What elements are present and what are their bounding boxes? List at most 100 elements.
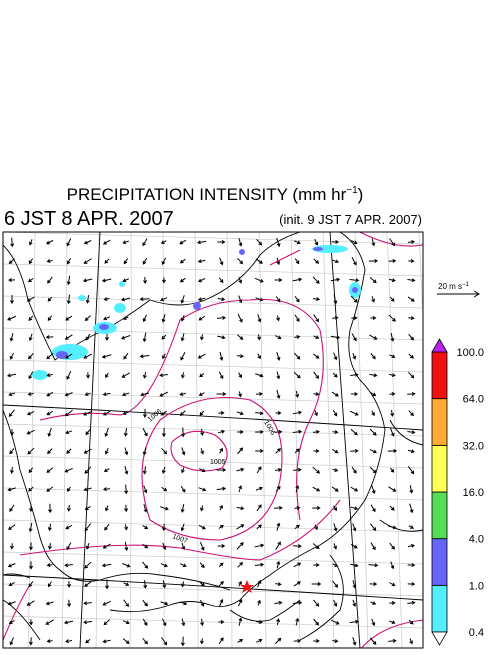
wind-arrow [295,390,300,398]
wind-arrow [369,523,377,532]
wind-arrow [199,581,205,587]
grid-line [3,232,423,245]
wind-arrow [123,352,129,360]
wind-arrow [331,240,340,245]
wind-arrow [124,484,129,495]
wind-arrow [102,239,111,245]
map-area: 1006 1006 1005 1007 [3,232,423,648]
wind-arrow [219,598,224,607]
wind-arrow [370,316,377,320]
valid-time: 6 JST 8 APR. 2007 [4,208,174,230]
wind-arrow [47,315,53,322]
wind-arrow [293,544,302,549]
wind-arrow [124,504,129,513]
wind-arrow [218,411,225,415]
grid-line [3,455,423,469]
wind-arrow [102,410,111,416]
wind-arrow [47,448,53,455]
wind-arrow [123,258,129,265]
colorbar-label: 16.0 [463,487,484,499]
wind-arrow [64,467,73,473]
wind-arrow [257,314,262,323]
wind-arrow [28,239,33,246]
wind-arrow [121,392,130,397]
wind-arrow [369,637,377,645]
wind-arrow [216,486,227,491]
wind-arrow [369,428,377,436]
wind-arrow [47,296,53,302]
wind-arrow [46,373,53,378]
wind-arrow [198,278,206,283]
wind-arrow [123,428,128,437]
wind-arrow [159,373,168,378]
wind-arrow [313,599,320,607]
wind-arrow [312,506,321,510]
wind-arrow [255,391,263,396]
wind-arrow [216,467,227,472]
wind-arrow [101,354,112,359]
coastlines [3,232,423,641]
wind-arrow [197,353,206,359]
wind-arrow [313,314,320,323]
wind-arrow [26,429,35,435]
wind-arrow [219,257,224,266]
wind-arrow [314,238,319,246]
wind-arrow [197,259,206,264]
wind-arrow [333,599,338,607]
wind-arrow [180,315,185,322]
wind-arrow [28,581,34,588]
wind-arrow [85,429,91,436]
wind-arrow [47,523,52,532]
wind-arrow [292,277,303,282]
wind-arrow [102,487,111,492]
wind-arrow [142,543,149,549]
wind-arrow [64,409,73,417]
wind-arrow [8,409,15,417]
wind-arrow [237,598,243,607]
wind-arrow [103,316,111,321]
wind-arrow [294,258,300,265]
colorbar-label: 4.0 [469,534,484,546]
colorbar-bottom-triangle [431,631,448,646]
wind-arrow [29,504,33,513]
wind-arrow [275,485,281,492]
wind-arrow [161,523,166,532]
wind-arrow [7,487,16,492]
wind-arrow [84,466,92,474]
wind-arrow [199,373,205,378]
wind-arrow [198,468,206,473]
wind-arrow [218,371,224,380]
wind-arrow [199,541,205,551]
wind-arrow [351,257,357,266]
wind-arrow [314,524,318,531]
wind-arrow [332,410,338,417]
wind-arrow [351,240,358,245]
wind-arrow [103,297,110,301]
wind-arrow [83,410,93,416]
wind-arrow [293,467,302,472]
wind-arrow [238,485,243,493]
wind-arrow [313,563,320,567]
wind-arrow [274,429,283,434]
wind-arrow [409,638,414,645]
wind-arrow [255,297,264,302]
wind-arrow [293,352,301,360]
wind-arrow [371,296,376,303]
wind-arrow [65,524,73,530]
wind-arrow [388,525,397,530]
wind-arrow [313,258,320,264]
wind-arrow [352,580,357,589]
lat-lon-grid [3,232,423,648]
wind-arrow [332,563,339,567]
wind-arrow [349,619,360,624]
wind-arrow [409,485,414,494]
wind-arrow [275,541,281,551]
wind-arrow [312,466,321,474]
wind-arrow [46,391,54,397]
wind-arrow [122,620,130,625]
wind-arrow [142,332,147,343]
wind-arrow [196,240,207,245]
colorbar-label: 0.4 [469,627,484,639]
wind-arrow [275,411,282,415]
